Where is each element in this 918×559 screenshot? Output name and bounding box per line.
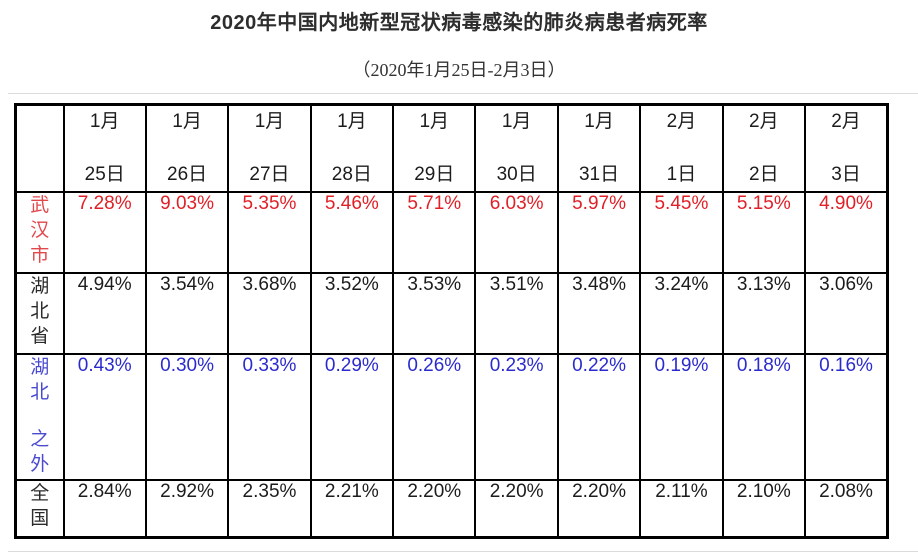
month-label: 1月 [254,111,285,132]
value-cell-r2-c7: 0.19% [639,352,724,481]
month-label: 1月 [172,111,202,132]
table-row-3: 全国 2.84% 2.92% 2.35% 2.21% 2.20% 2.20% 2.20% 2.1… [14,478,889,539]
page-title: 2020年中国内地新型冠状病毒感染的肺炎病患者病死率 [210,12,708,34]
column-header-5: 1月 30日 [474,103,559,193]
row-label-part: 全国 [30,482,50,529]
value-cell-r0-c5: 6.03% [474,190,559,274]
column-header-9: 2月 3日 [804,103,889,193]
value-cell-r1-c3: 3.52% [309,271,395,355]
value-cell-r2-c2: 0.33% [227,352,312,481]
value-cell-r1-c9: 3.06% [804,271,889,355]
value-cell-r0-c6: 5.97% [556,190,642,274]
value-cell-r2-c5: 0.23% [474,352,559,481]
day-label: 31日 [578,164,620,185]
value-cell-r0-c1: 9.03% [144,190,230,274]
month-label: 1月 [419,111,450,132]
value-cell-r3-c8: 2.10% [721,478,807,539]
row-label-part: 之外 [30,428,50,475]
value-cell-r2-c6: 0.22% [556,352,642,481]
table-header-row: 1月 25日 1月 26日 1月 27日 1月 28日 1月 29日 1月 30日 1月 31日 2月 1日 2… [14,103,889,193]
value-cell-r0-c4: 5.71% [392,190,477,274]
day-label: 25日 [84,164,125,185]
value-cell-r1-c5: 3.51% [474,271,559,355]
value-cell-r2-c9: 0.16% [804,352,889,481]
value-cell-r3-c0: 2.84% [62,478,147,539]
month-label: 2月 [831,111,861,132]
column-header-3: 1月 28日 [309,103,395,193]
corner-cell [14,103,65,193]
row-label-part: 武汉市 [30,194,50,266]
value-cell-r1-c4: 3.53% [392,271,477,355]
month-label: 1月 [584,111,614,132]
value-cell-r2-c3: 0.29% [309,352,395,481]
month-label: 1月 [89,111,120,132]
row-label-part: 湖北 [30,356,50,403]
value-cell-r2-c0: 0.43% [62,352,147,481]
value-cell-r3-c7: 2.11% [639,478,724,539]
table-row-2: 湖北 之外 0.43% 0.30% 0.33% 0.29% 0.26% 0.23% 0.22% 0… [14,352,889,481]
value-cell-r1-c0: 4.94% [62,271,147,355]
value-cell-r1-c7: 3.24% [639,271,724,355]
month-label: 1月 [501,111,532,132]
fatality-rate-table: 1月 25日 1月 26日 1月 27日 1月 28日 1月 29日 1月 30日 1月 31日 2月 1日 2… [14,103,889,539]
value-cell-r3-c3: 2.21% [309,478,395,539]
value-cell-r3-c2: 2.35% [227,478,312,539]
column-header-1: 1月 26日 [144,103,230,193]
column-header-0: 1月 25日 [62,103,147,193]
value-cell-r0-c9: 4.90% [804,190,889,274]
value-cell-r3-c5: 2.20% [474,478,559,539]
value-cell-r1-c2: 3.68% [227,271,312,355]
value-cell-r0-c2: 5.35% [227,190,312,274]
value-cell-r3-c9: 2.08% [804,478,889,539]
value-cell-r0-c0: 7.28% [62,190,147,274]
bottom-divider [8,551,918,552]
day-label: 27日 [249,164,290,185]
row-label-1: 湖北省 [14,271,65,355]
row-label-part: 湖北省 [30,275,50,347]
column-header-8: 2月 2日 [721,103,807,193]
page-subtitle: （2020年1月25日-2月3日） [352,60,566,80]
column-header-4: 1月 29日 [392,103,477,193]
day-label: 29日 [414,164,455,185]
row-label-0: 武汉市 [14,190,65,274]
top-divider [8,93,918,94]
table-row-1: 湖北省 4.94% 3.54% 3.68% 3.52% 3.53% 3.51% 3.48% 3.… [14,271,889,355]
value-cell-r1-c8: 3.13% [721,271,807,355]
column-header-6: 1月 31日 [556,103,642,193]
month-label: 2月 [666,111,697,132]
value-cell-r3-c6: 2.20% [556,478,642,539]
day-label: 3日 [831,164,861,185]
day-label: 2日 [749,164,779,185]
month-label: 1月 [337,111,367,132]
value-cell-r3-c4: 2.20% [392,478,477,539]
value-cell-r2-c4: 0.26% [392,352,477,481]
day-label: 26日 [167,164,208,185]
value-cell-r0-c8: 5.15% [721,190,807,274]
value-cell-r0-c3: 5.46% [309,190,395,274]
day-label: 28日 [331,164,372,185]
month-label: 2月 [749,111,779,132]
row-label-3: 全国 [14,478,65,539]
value-cell-r2-c1: 0.30% [144,352,230,481]
column-header-7: 2月 1日 [639,103,724,193]
value-cell-r1-c1: 3.54% [144,271,230,355]
value-cell-r2-c8: 0.18% [721,352,807,481]
table-row-0: 武汉市 7.28% 9.03% 5.35% 5.46% 5.71% 6.03% 5.97% 5.… [14,190,889,274]
value-cell-r3-c1: 2.92% [144,478,230,539]
day-label: 1日 [666,164,697,185]
value-cell-r1-c6: 3.48% [556,271,642,355]
row-label-2: 湖北 之外 [14,352,65,481]
value-cell-r0-c7: 5.45% [639,190,724,274]
column-header-2: 1月 27日 [227,103,312,193]
day-label: 30日 [496,164,537,185]
